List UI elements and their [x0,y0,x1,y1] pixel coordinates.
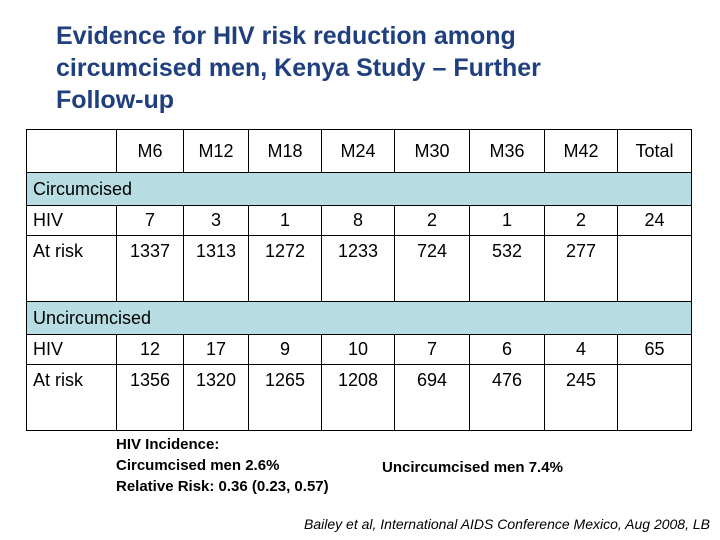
table-cell: 6 [469,334,545,365]
header-cell: M30 [394,129,470,173]
table-cell: 1320 [183,364,249,431]
relative-risk: Relative Risk: 0.36 (0.23, 0.57) [116,478,329,495]
table-cell: 17 [183,334,249,365]
header-cell: Total [617,129,692,173]
uncircumcised-rate: Uncircumcised men 7.4% [382,459,563,476]
title-line-2: circumcised men, Kenya Study – Further [56,54,541,82]
citation: Bailey et al, International AIDS Confere… [304,516,710,532]
table-cell: 724 [394,235,470,302]
table-cell: 12 [116,334,184,365]
table-cell: 2 [544,205,618,236]
row-label: At risk [26,235,117,302]
table-cell: 24 [617,205,692,236]
incidence-summary: HIV Incidence: Circumcised men 2.6% Rela… [116,434,329,497]
title-line-1: Evidence for HIV risk reduction among [56,22,516,50]
title-line-3: Follow-up [56,86,175,114]
table-cell: 2 [394,205,470,236]
slide-title: Evidence for HIV risk reduction among ci… [56,20,656,116]
table-cell: 1313 [183,235,249,302]
table-row-uncircumcised-hiv: HIV 12 17 9 10 7 6 4 65 [26,334,692,365]
table-cell: 277 [544,235,618,302]
table-cell: 1356 [116,364,184,431]
row-label: HIV [26,334,117,365]
table-cell [617,235,692,302]
table-cell: 10 [321,334,395,365]
incidence-label: HIV Incidence: [116,436,220,453]
table-cell: 8 [321,205,395,236]
section-row-uncircumcised: Uncircumcised [26,301,692,335]
table-cell: 1265 [248,364,322,431]
table-cell: 1 [248,205,322,236]
table-cell: 3 [183,205,249,236]
table-row-circumcised-at-risk: At risk 1337 1313 1272 1233 724 532 277 [26,235,692,302]
row-label: At risk [26,364,117,431]
header-row: M6 M12 M18 M24 M30 M36 M42 Total [26,129,692,173]
header-cell: M12 [183,129,249,173]
table-cell: 65 [617,334,692,365]
table-cell: 1208 [321,364,395,431]
header-cell [26,129,117,173]
table-cell [617,364,692,431]
header-cell: M6 [116,129,184,173]
circumcised-rate: Circumcised men 2.6% [116,457,280,474]
table-cell: 532 [469,235,545,302]
followup-table: M6 M12 M18 M24 M30 M36 M42 Total Circumc… [26,129,692,431]
table-cell: 476 [469,364,545,431]
section-row-circumcised: Circumcised [26,172,692,206]
table-cell: 245 [544,364,618,431]
table-cell: 9 [248,334,322,365]
table-cell: 4 [544,334,618,365]
table-cell: 1 [469,205,545,236]
section-label: Uncircumcised [26,301,692,335]
header-cell: M24 [321,129,395,173]
table-cell: 1337 [116,235,184,302]
table-cell: 694 [394,364,470,431]
section-label: Circumcised [26,172,692,206]
table-cell: 1272 [248,235,322,302]
header-cell: M18 [248,129,322,173]
row-label: HIV [26,205,117,236]
table-row-uncircumcised-at-risk: At risk 1356 1320 1265 1208 694 476 245 [26,364,692,431]
table-cell: 1233 [321,235,395,302]
table-cell: 7 [394,334,470,365]
table-row-circumcised-hiv: HIV 7 3 1 8 2 1 2 24 [26,205,692,236]
header-cell: M42 [544,129,618,173]
header-cell: M36 [469,129,545,173]
table-cell: 7 [116,205,184,236]
